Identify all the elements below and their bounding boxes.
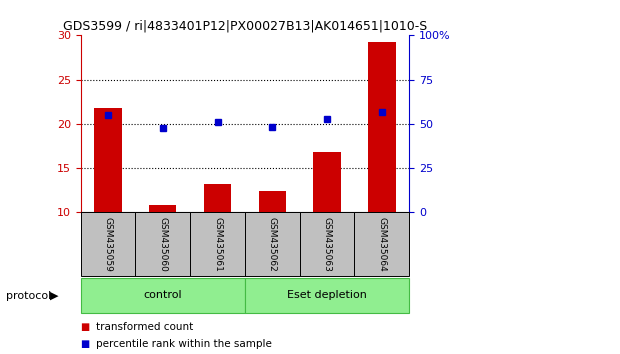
- Text: Eset depletion: Eset depletion: [287, 290, 367, 300]
- Text: transformed count: transformed count: [96, 322, 193, 332]
- Text: percentile rank within the sample: percentile rank within the sample: [96, 339, 272, 349]
- Bar: [299, 212, 355, 276]
- Bar: [259, 191, 286, 212]
- Bar: [135, 212, 190, 276]
- Bar: [368, 41, 396, 212]
- Bar: [94, 108, 122, 212]
- Text: GSM435063: GSM435063: [322, 217, 332, 272]
- Text: GSM435060: GSM435060: [158, 217, 167, 272]
- Bar: [245, 278, 409, 313]
- Text: GSM435061: GSM435061: [213, 217, 222, 272]
- Bar: [245, 212, 299, 276]
- Text: GSM435062: GSM435062: [268, 217, 277, 272]
- Text: control: control: [143, 290, 182, 300]
- Text: ▶: ▶: [50, 291, 58, 301]
- Bar: [313, 152, 341, 212]
- Bar: [149, 205, 177, 212]
- Bar: [81, 212, 135, 276]
- Text: GSM435059: GSM435059: [104, 217, 112, 272]
- Bar: [204, 184, 231, 212]
- Text: ■: ■: [81, 339, 90, 349]
- Text: ■: ■: [81, 322, 90, 332]
- Title: GDS3599 / ri|4833401P12|PX00027B13|AK014651|1010-S: GDS3599 / ri|4833401P12|PX00027B13|AK014…: [63, 20, 427, 33]
- Text: GSM435064: GSM435064: [378, 217, 386, 272]
- Bar: [81, 278, 245, 313]
- Bar: [355, 212, 409, 276]
- Text: protocol: protocol: [6, 291, 51, 301]
- Bar: [190, 212, 245, 276]
